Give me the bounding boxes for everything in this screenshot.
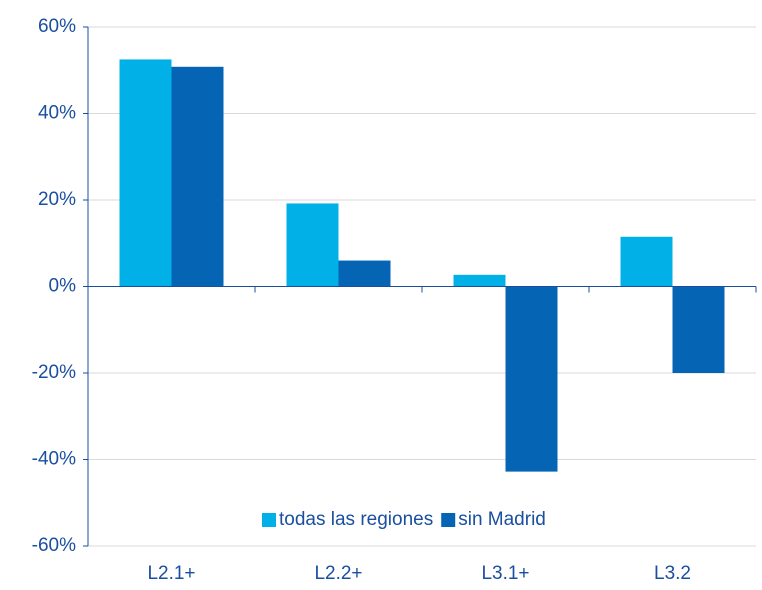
bar: [505, 286, 558, 472]
x-tick-label: L2.1+: [147, 563, 195, 584]
x-tick-label: L3.2: [654, 563, 691, 584]
legend-swatch: [441, 513, 456, 527]
y-tick-label: 40%: [38, 103, 76, 124]
bar: [286, 203, 339, 287]
y-tick-label: 0%: [49, 276, 77, 297]
y-tick-label: 20%: [38, 189, 76, 210]
y-tick-label: -20%: [32, 362, 76, 383]
legend-swatch: [262, 513, 276, 527]
bar: [119, 59, 172, 287]
bar: [453, 274, 506, 287]
bar: [338, 260, 391, 287]
legend-label: todas las regiones: [279, 509, 433, 530]
bar: [171, 66, 224, 287]
x-tick-label: L2.2+: [314, 563, 362, 584]
bar: [672, 286, 725, 373]
y-tick-label: -60%: [32, 535, 76, 556]
x-tick-label: L3.1+: [481, 563, 529, 584]
y-tick-label: 60%: [38, 16, 76, 37]
y-tick-label: -40%: [32, 449, 76, 470]
legend-label: sin Madrid: [458, 509, 546, 530]
bar: [620, 236, 673, 287]
